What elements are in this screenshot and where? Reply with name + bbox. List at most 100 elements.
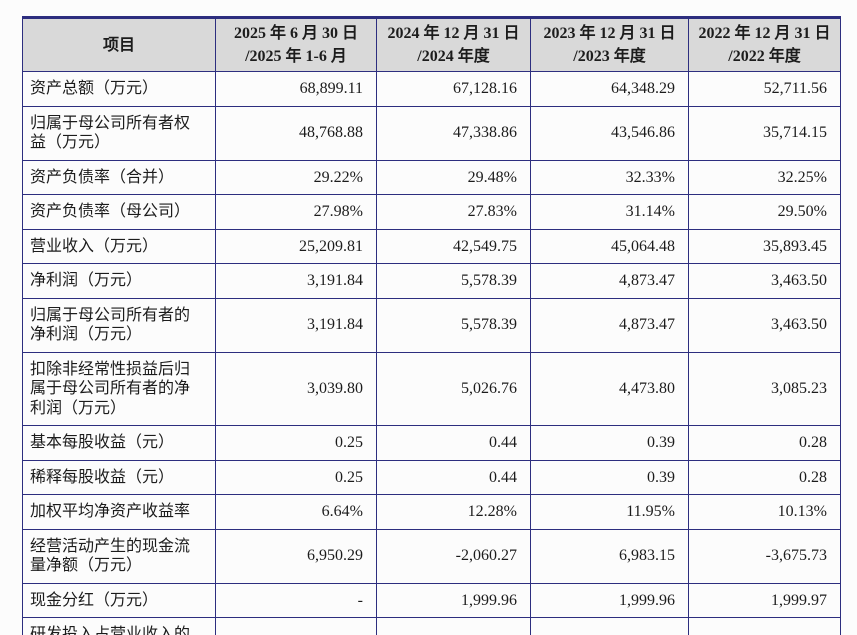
period-line2: /2022 年度 [728, 48, 801, 65]
row-value: - [215, 582, 377, 618]
table-row: 营业收入（万元） 25,209.81 42,549.75 45,064.48 35,89… [22, 228, 841, 264]
row-value: 5,026.76 [376, 351, 531, 426]
row-value: 3,085.23 [688, 351, 841, 426]
row-value: 29.22% [215, 159, 377, 195]
row-value: 5,578.39 [376, 263, 531, 299]
row-value: 27.83% [376, 194, 531, 230]
row-value: 4,873.47 [530, 297, 689, 353]
row-value: 32.33% [530, 159, 689, 195]
row-value: 29.50% [688, 194, 841, 230]
row-value: 11.95% [530, 494, 689, 530]
row-value: 52,711.56 [688, 71, 841, 107]
row-value: 12.28% [376, 494, 531, 530]
column-header-item: 项目 [22, 17, 216, 72]
row-value: 1,999.96 [376, 582, 531, 618]
table-row: 稀释每股收益（元） 0.25 0.44 0.39 0.28 [22, 459, 841, 495]
row-value: 1,999.96 [530, 582, 689, 618]
row-value: 6.50% [376, 617, 531, 635]
row-value: 3,463.50 [688, 297, 841, 353]
row-label: 扣除非经常性损益后归属于母公司所有者的净利润（万元） [22, 351, 216, 426]
row-label: 加权平均净资产收益率 [22, 494, 216, 530]
table-row: 经营活动产生的现金流量净额（万元） 6,950.29 -2,060.27 6,983.… [22, 528, 841, 584]
row-value: 68,899.11 [215, 71, 377, 107]
table-row: 净利润（万元） 3,191.84 5,578.39 4,873.47 3,463.50 [22, 263, 841, 299]
table-row: 资产负债率（母公司） 27.98% 27.83% 31.14% 29.50% [22, 194, 841, 230]
table-row: 基本每股收益（元） 0.25 0.44 0.39 0.28 [22, 425, 841, 461]
row-value: 3,191.84 [215, 263, 377, 299]
financial-summary-table: 项目 2025 年 6 月 30 日 /2025 年 1-6 月 2024 年 … [22, 16, 841, 635]
row-value: 29.48% [376, 159, 531, 195]
row-value: 27.98% [215, 194, 377, 230]
table-row: 归属于母公司所有者权益（万元） 48,768.88 47,338.86 43,546.… [22, 105, 841, 161]
row-value: 0.28 [688, 459, 841, 495]
row-value: 5.42% [530, 617, 689, 635]
row-value: 3,191.84 [215, 297, 377, 353]
table-row: 扣除非经常性损益后归属于母公司所有者的净利润（万元） 3,039.80 5,026.… [22, 351, 841, 426]
row-value: 0.39 [530, 425, 689, 461]
row-label: 稀释每股收益（元） [22, 459, 216, 495]
row-label: 营业收入（万元） [22, 228, 216, 264]
period-line1: 2025 年 6 月 30 日 [233, 25, 358, 42]
row-value: 31.14% [530, 194, 689, 230]
table-body: 资产总额（万元） 68,899.11 67,128.16 64,348.29 52,71… [22, 71, 841, 635]
row-value: 0.25 [215, 459, 377, 495]
row-value: 67,128.16 [376, 71, 531, 107]
row-value: 64,348.29 [530, 71, 689, 107]
table-row: 加权平均净资产收益率 6.64% 12.28% 11.95% 10.13% [22, 494, 841, 530]
row-value: 25,209.81 [215, 228, 377, 264]
row-value: 5,578.39 [376, 297, 531, 353]
table-row: 研发投入占营业收入的比例6.65%6.50%5.42%5.66% [22, 617, 841, 635]
row-label: 研发投入占营业收入的比例 [22, 617, 216, 635]
row-value: -2,060.27 [376, 528, 531, 584]
table-row: 资产总额（万元） 68,899.11 67,128.16 64,348.29 52,71… [22, 71, 841, 107]
period-line1: 2022 年 12 月 31 日 [698, 25, 831, 42]
table-row: 现金分红（万元） -1,999.96 1,999.96 1,999.97 [22, 582, 841, 618]
row-value: 6,950.29 [215, 528, 377, 584]
row-label: 归属于母公司所有者的净利润（万元） [22, 297, 216, 353]
period-line1: 2023 年 12 月 31 日 [543, 25, 676, 42]
row-value: 0.44 [376, 425, 531, 461]
row-value: 4,473.80 [530, 351, 689, 426]
header-row: 项目 2025 年 6 月 30 日 /2025 年 1-6 月 2024 年 … [22, 17, 841, 72]
column-header-period-2024: 2024 年 12 月 31 日 /2024 年度 [376, 17, 531, 72]
row-value: 1,999.97 [688, 582, 841, 618]
row-value: 3,463.50 [688, 263, 841, 299]
row-value: 6.65% [215, 617, 377, 635]
row-value: 0.39 [530, 459, 689, 495]
row-label: 资产负债率（母公司） [22, 194, 216, 230]
row-value: 3,039.80 [215, 351, 377, 426]
row-value: 32.25% [688, 159, 841, 195]
table-row: 资产负债率（合并） 29.22% 29.48% 32.33% 32.25% [22, 159, 841, 195]
row-value: 6,983.15 [530, 528, 689, 584]
column-header-period-2023: 2023 年 12 月 31 日 /2023 年度 [530, 17, 689, 72]
row-value: 0.25 [215, 425, 377, 461]
row-value: 35,714.15 [688, 105, 841, 161]
row-value: 48,768.88 [215, 105, 377, 161]
period-line2: /2024 年度 [417, 48, 490, 65]
row-label: 归属于母公司所有者权益（万元） [22, 105, 216, 161]
row-value: 10.13% [688, 494, 841, 530]
table-header: 项目 2025 年 6 月 30 日 /2025 年 1-6 月 2024 年 … [22, 17, 841, 72]
row-value: 47,338.86 [376, 105, 531, 161]
period-line2: /2025 年 1-6 月 [245, 48, 347, 65]
column-header-period-2022: 2022 年 12 月 31 日 /2022 年度 [688, 17, 841, 72]
row-label: 资产负债率（合并） [22, 159, 216, 195]
row-value: 0.44 [376, 459, 531, 495]
period-line1: 2024 年 12 月 31 日 [387, 25, 520, 42]
row-value: 5.66% [688, 617, 841, 635]
period-line2: /2023 年度 [573, 48, 646, 65]
column-header-period-2025: 2025 年 6 月 30 日 /2025 年 1-6 月 [215, 17, 377, 72]
row-value: 45,064.48 [530, 228, 689, 264]
row-label: 基本每股收益（元） [22, 425, 216, 461]
row-value: 43,546.86 [530, 105, 689, 161]
table-row: 归属于母公司所有者的净利润（万元） 3,191.84 5,578.39 4,873.4… [22, 297, 841, 353]
row-value: 35,893.45 [688, 228, 841, 264]
row-value: 4,873.47 [530, 263, 689, 299]
row-value: 42,549.75 [376, 228, 531, 264]
row-label: 资产总额（万元） [22, 71, 216, 107]
row-value: -3,675.73 [688, 528, 841, 584]
row-value: 6.64% [215, 494, 377, 530]
row-label: 现金分红（万元） [22, 582, 216, 618]
row-label: 净利润（万元） [22, 263, 216, 299]
